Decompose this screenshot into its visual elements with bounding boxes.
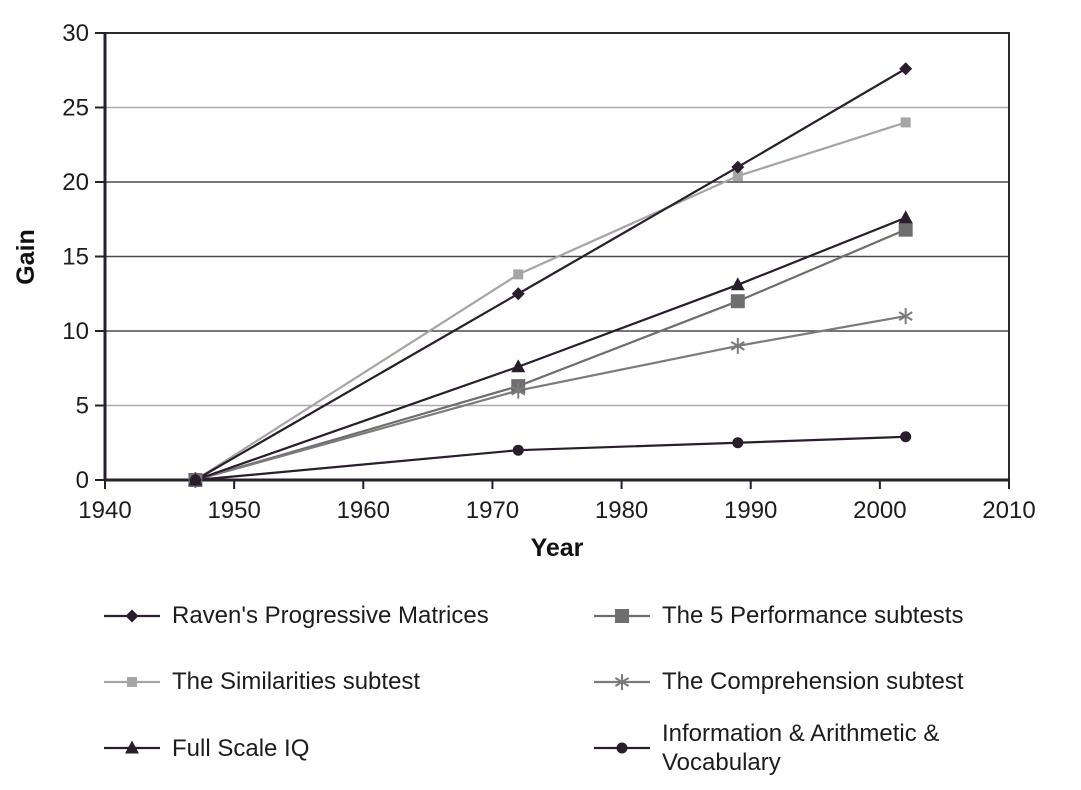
y-tick-label-5: 5 xyxy=(76,393,89,420)
series-line-information-arithmetic-vocabulary xyxy=(195,435,906,482)
y-axis-title: Gain xyxy=(12,229,40,285)
legend-marker-raven-s-progressive-matrices xyxy=(125,609,139,623)
legend-item-the-comprehension-subtest: The Comprehension subtest xyxy=(593,653,1081,711)
legend-label-the-5-performance-subtests: The 5 Performance subtests xyxy=(662,602,964,630)
point-raven-s-progressive-matrices-1989 xyxy=(731,160,745,174)
series-line-full-scale-iq xyxy=(195,216,907,482)
x-tick-label-1950: 1950 xyxy=(207,497,260,524)
legend-marker-full-scale-iq xyxy=(125,740,139,754)
axes xyxy=(95,32,1010,489)
legend-item-information-arithmetic-vocabulary: Information & Arithmetic & Vocabulary xyxy=(593,719,1081,778)
y-tick-label-25: 25 xyxy=(62,95,89,122)
diamond-marker-icon xyxy=(104,609,160,623)
legend-marker-the-similarities-subtest xyxy=(127,677,137,687)
legend-label-raven-s-progressive-matrices: Raven's Progressive Matrices xyxy=(172,602,489,630)
legend: Raven's Progressive Matrices The 5 Perfor… xyxy=(0,587,1081,778)
series-lines xyxy=(188,62,913,488)
point-information-arithmetic-vocabulary-1947 xyxy=(189,474,201,486)
point-raven-s-progressive-matrices-2002 xyxy=(899,62,913,76)
series-line-the-5-performance-subtests xyxy=(195,228,907,482)
point-full-scale-iq-2002 xyxy=(898,210,913,224)
series-line-the-comprehension-subtest xyxy=(195,315,906,482)
y-tick-label-15: 15 xyxy=(62,244,89,271)
tick-labels: 0 5 10 15 20 25 30 1940 1950 1960 1970 1980 1990 2000… xyxy=(62,20,1035,524)
point-the-similarities-subtest-1989 xyxy=(732,171,743,182)
legend-marker-the-5-performance-subtests xyxy=(615,609,629,623)
point-the-comprehension-subtest-1989 xyxy=(730,337,745,354)
point-the-5-performance-subtests-2002 xyxy=(898,222,913,237)
point-the-comprehension-subtest-1972 xyxy=(511,382,526,399)
legend-label-information-arithmetic-vocabulary: Information & Arithmetic & Vocabulary xyxy=(662,720,940,777)
legend-label-the-similarities-subtest: The Similarities subtest xyxy=(172,668,421,696)
x-axis-title: Year xyxy=(531,534,584,562)
point-raven-s-progressive-matrices-1972 xyxy=(511,287,525,301)
y-tick-label-30: 30 xyxy=(62,20,89,47)
y-tick-label-0: 0 xyxy=(76,467,89,494)
y-tick-label-20: 20 xyxy=(62,169,89,196)
point-the-5-performance-subtests-1989 xyxy=(730,294,745,309)
legend-label-the-comprehension-subtest: The Comprehension subtest xyxy=(662,668,964,696)
x-tick-label-1960: 1960 xyxy=(337,497,390,524)
series-line-raven-s-progressive-matrices xyxy=(194,67,907,481)
line-chart: 0 5 10 15 20 25 30 1940 1950 1960 1970 1980 1990 2000… xyxy=(12,20,1036,562)
circle-marker-icon xyxy=(594,742,650,754)
y-tick-label-10: 10 xyxy=(62,318,89,345)
point-the-similarities-subtest-2002 xyxy=(900,117,911,128)
square-small-marker-icon xyxy=(104,677,160,687)
x-tick-label-1970: 1970 xyxy=(466,497,519,524)
legend-item-the-5-performance-subtests: The 5 Performance subtests xyxy=(593,587,1081,645)
x-tick-label-1940: 1940 xyxy=(78,497,131,524)
legend-marker-the-comprehension-subtest xyxy=(614,674,630,690)
square-large-marker-icon xyxy=(594,609,650,623)
x-tick-label-2010: 2010 xyxy=(982,497,1035,524)
point-information-arithmetic-vocabulary-1989 xyxy=(732,437,744,449)
asterisk-marker-icon xyxy=(594,674,650,690)
x-tick-label-1990: 1990 xyxy=(724,497,777,524)
series-line-the-similarities-subtest xyxy=(194,121,907,481)
x-tick-label-2000: 2000 xyxy=(853,497,906,524)
point-information-arithmetic-vocabulary-1972 xyxy=(512,444,524,456)
point-the-comprehension-subtest-2002 xyxy=(898,308,913,325)
legend-label-full-scale-iq: Full Scale IQ xyxy=(172,734,310,762)
legend-item-full-scale-iq: Full Scale IQ xyxy=(103,719,593,778)
x-tick-label-1980: 1980 xyxy=(595,497,648,524)
point-full-scale-iq-1972 xyxy=(511,359,526,373)
legend-item-raven-s-progressive-matrices: Raven's Progressive Matrices xyxy=(103,587,593,645)
legend-item-the-similarities-subtest: The Similarities subtest xyxy=(103,653,593,711)
point-full-scale-iq-1989 xyxy=(730,277,745,291)
triangle-marker-icon xyxy=(104,740,160,754)
legend-marker-information-arithmetic-vocabulary xyxy=(616,742,628,754)
point-information-arithmetic-vocabulary-2002 xyxy=(900,431,912,443)
point-the-similarities-subtest-1972 xyxy=(513,269,524,280)
